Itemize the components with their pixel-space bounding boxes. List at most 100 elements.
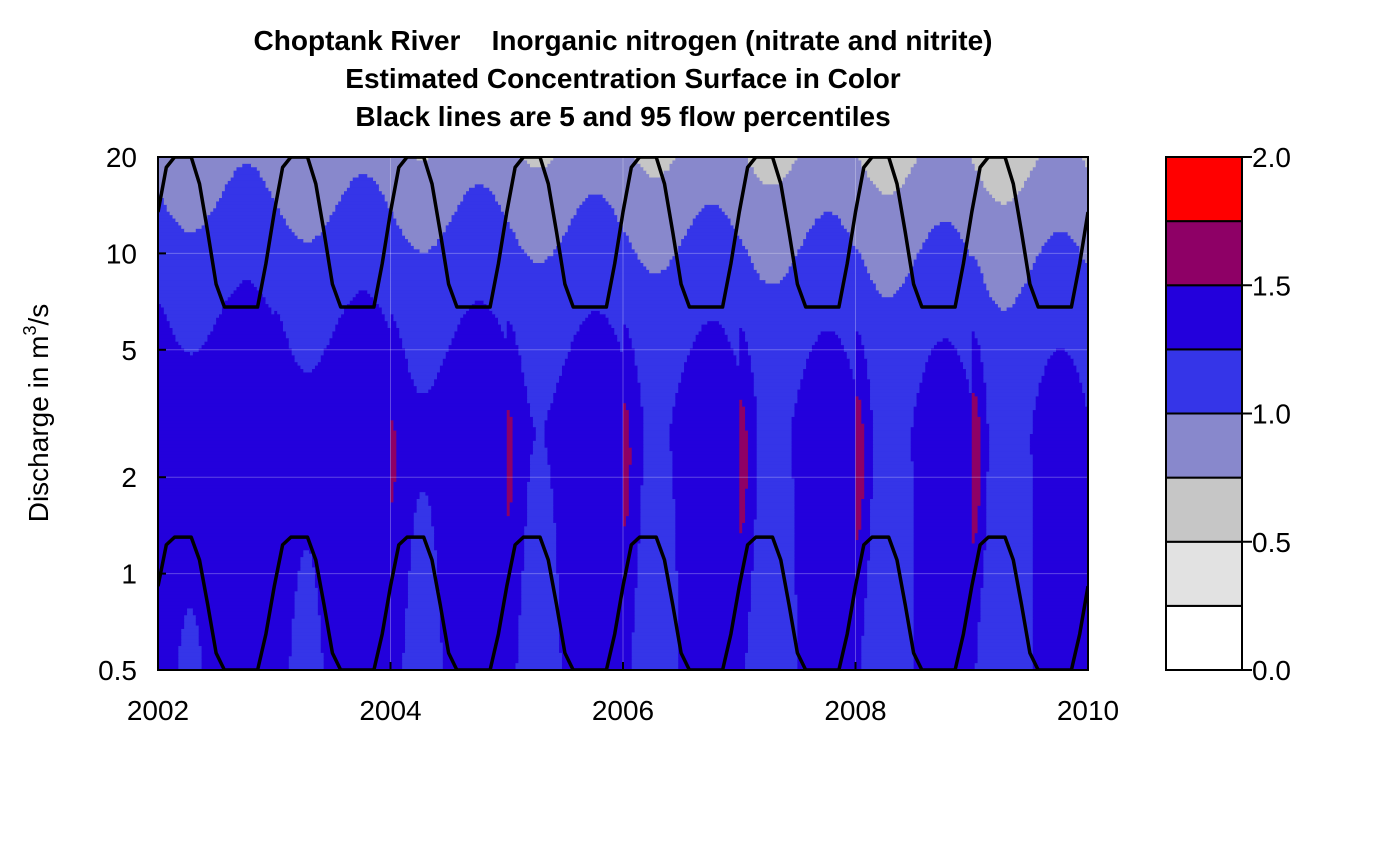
surface-cell xyxy=(277,204,336,209)
surface-cell xyxy=(989,423,1034,428)
surface-cell xyxy=(576,208,615,213)
surface-cell xyxy=(794,529,857,534)
surface-cell xyxy=(864,434,874,439)
surface-cell xyxy=(974,167,1034,172)
surface-cell xyxy=(265,184,351,189)
surface-cell xyxy=(986,399,1037,404)
surface-cell xyxy=(460,321,499,326)
surface-cell xyxy=(623,464,630,469)
surface-cell xyxy=(971,461,982,466)
surface-cell xyxy=(756,492,796,497)
surface-cell xyxy=(980,430,990,435)
surface-cell xyxy=(1032,656,1088,661)
surface-cell xyxy=(701,328,726,333)
surface-cell xyxy=(623,341,633,346)
surface-cell xyxy=(384,194,464,199)
surface-cell xyxy=(634,351,691,356)
surface-cell xyxy=(983,553,1034,558)
surface-cell xyxy=(271,194,342,199)
surface-cell xyxy=(451,341,517,346)
surface-cell xyxy=(646,266,668,271)
surface-cell xyxy=(521,587,560,592)
surface-cell xyxy=(335,328,400,333)
surface-cell xyxy=(498,201,583,206)
surface-cell xyxy=(640,502,676,507)
surface-cell xyxy=(1038,252,1083,257)
surface-cell xyxy=(437,570,522,575)
surface-cell xyxy=(442,362,522,367)
surface-cell xyxy=(158,187,226,192)
surface-cell xyxy=(747,341,816,346)
surface-cell xyxy=(332,331,400,336)
surface-cell xyxy=(1032,512,1088,517)
surface-cell xyxy=(747,430,758,435)
surface-cell xyxy=(300,557,313,562)
surface-cell xyxy=(518,628,560,633)
surface-cell xyxy=(913,591,982,596)
surface-cell xyxy=(965,372,973,377)
surface-cell xyxy=(158,546,412,551)
surface-cell xyxy=(158,348,185,353)
surface-cell xyxy=(390,317,395,322)
surface-cell xyxy=(518,242,560,247)
surface-cell xyxy=(806,232,851,237)
surface-cell xyxy=(532,259,546,264)
surface-cell xyxy=(640,526,676,531)
surface-cell xyxy=(512,468,531,473)
surface-cell xyxy=(855,430,865,435)
surface-cell xyxy=(628,440,644,445)
surface-cell xyxy=(314,577,409,582)
surface-cell xyxy=(739,478,749,483)
surface-cell xyxy=(1032,505,1088,510)
surface-cell xyxy=(181,628,200,633)
surface-cell xyxy=(291,649,322,654)
surface-cell xyxy=(550,403,624,408)
surface-cell xyxy=(913,649,979,654)
surface-cell xyxy=(442,358,522,363)
surface-cell xyxy=(791,468,857,473)
surface-cell xyxy=(794,481,857,486)
surface-cell xyxy=(872,437,912,442)
surface-cell xyxy=(718,321,1088,326)
surface-cell xyxy=(872,468,915,473)
surface-cell xyxy=(614,328,624,333)
surface-cell xyxy=(640,392,676,397)
surface-cell xyxy=(158,328,174,333)
surface-cell xyxy=(750,601,798,606)
surface-cell xyxy=(960,355,973,360)
surface-cell xyxy=(158,611,188,616)
surface-cell xyxy=(463,314,496,319)
surface-cell xyxy=(506,502,511,507)
surface-cell xyxy=(672,454,740,459)
surface-cell xyxy=(1067,232,1088,237)
surface-cell xyxy=(158,488,392,493)
surface-cell xyxy=(756,499,796,504)
surface-cell xyxy=(913,519,973,524)
surface-cell xyxy=(158,310,165,315)
surface-cell xyxy=(158,228,185,233)
surface-cell xyxy=(352,177,374,182)
surface-cell xyxy=(980,464,990,469)
surface-cell xyxy=(864,492,874,497)
surface-cell xyxy=(800,245,857,250)
surface-cell xyxy=(986,522,1034,527)
surface-cell xyxy=(870,519,915,524)
surface-cell xyxy=(614,211,700,216)
surface-cell xyxy=(207,215,284,220)
surface-cell xyxy=(742,529,755,534)
surface-cell xyxy=(623,437,630,442)
surface-cell xyxy=(373,177,761,182)
surface-cell xyxy=(794,553,871,558)
surface-cell xyxy=(855,509,862,514)
surface-cell xyxy=(530,471,551,476)
surface-cell xyxy=(623,328,630,333)
surface-cell xyxy=(553,519,624,524)
colorbar-swatch xyxy=(1165,412,1243,479)
surface-cell xyxy=(983,560,1034,565)
surface-cell xyxy=(980,475,987,480)
surface-cell xyxy=(855,519,862,524)
surface-cell xyxy=(695,334,729,339)
surface-cell xyxy=(811,345,845,350)
surface-cell xyxy=(407,598,441,603)
